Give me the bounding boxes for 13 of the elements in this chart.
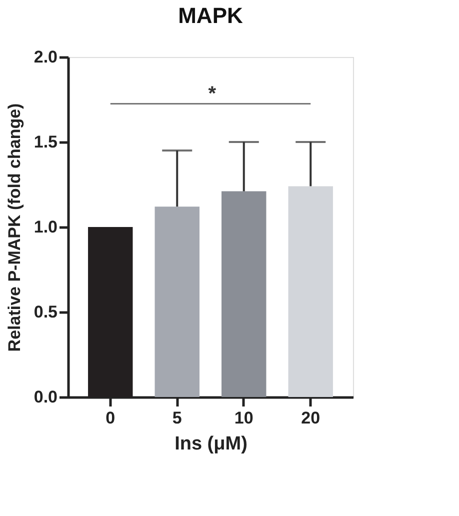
x-axis-title: Ins (μM) [174, 434, 248, 454]
y-tick-label: 1.5 [34, 132, 58, 152]
x-tick-label: 5 [172, 408, 182, 428]
y-tick-label: 1.0 [34, 218, 58, 236]
x-tick-label: 20 [301, 408, 320, 428]
annotation: * [208, 82, 216, 105]
x-tick-label: 0 [106, 408, 116, 428]
chart-title: MAPK [178, 3, 243, 28]
y-tick-label: 0.5 [34, 302, 58, 322]
y-axis-title: Relative P-MAPK (fold change) [4, 103, 24, 352]
y-tick-label: 2.0 [34, 48, 58, 66]
y-tick-label: 0.0 [34, 388, 58, 406]
x-tick-label: 10 [234, 408, 254, 428]
